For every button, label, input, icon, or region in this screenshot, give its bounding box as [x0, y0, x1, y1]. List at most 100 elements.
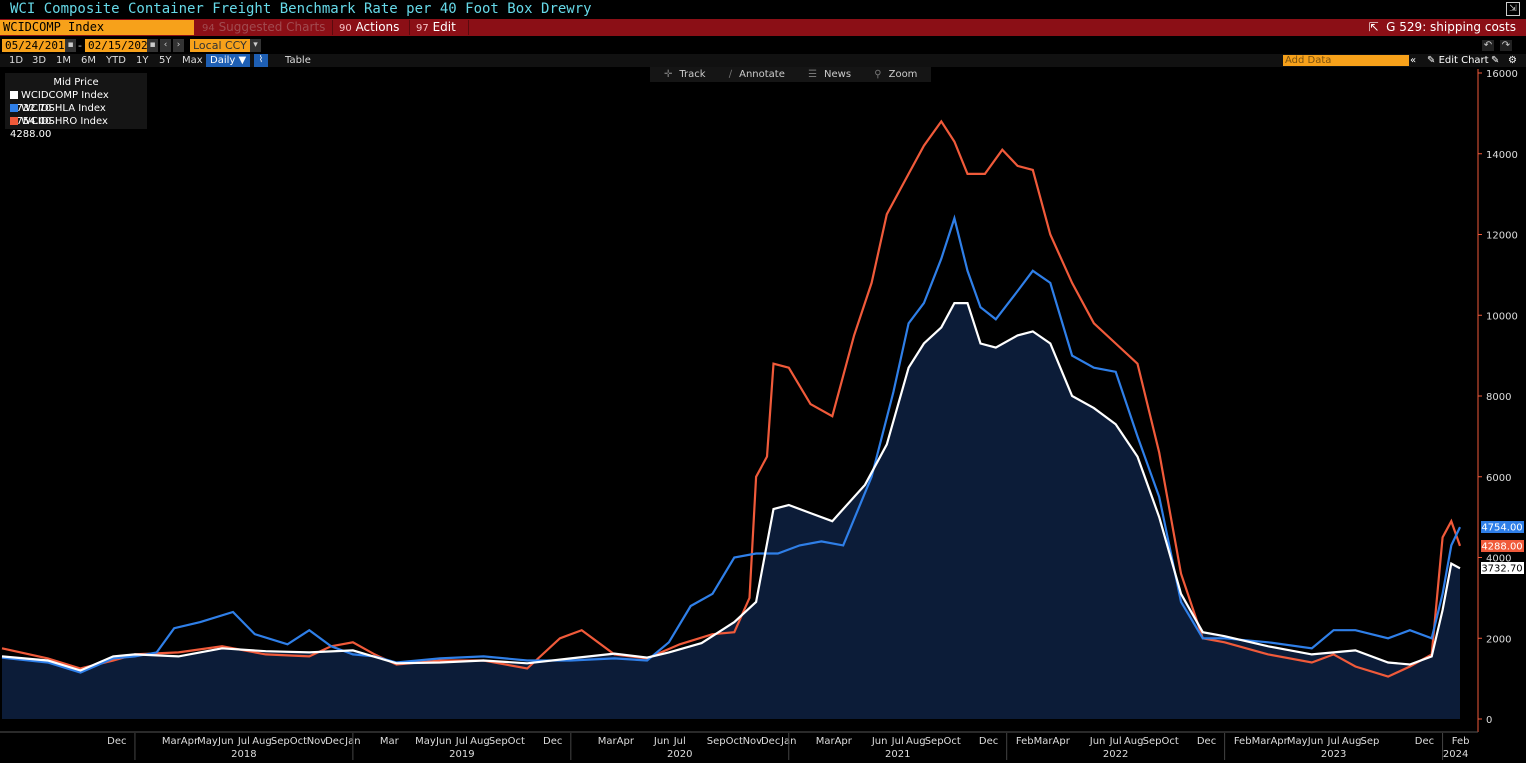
x-month-label: Aug [906, 736, 926, 747]
legend-entry-composite[interactable]: WCIDCOMP Index 3732.70 [10, 90, 109, 114]
x-month-label: Dec [979, 736, 998, 747]
y-tick-label: 6000 [1486, 473, 1511, 484]
related-function-link[interactable]: ⇱ G 529: shipping costs [1368, 20, 1516, 34]
legend-swatch [10, 91, 18, 99]
x-month-label: Mar [380, 736, 400, 747]
x-month-label: Sep [1361, 736, 1380, 747]
calendar-icon[interactable]: ▪ [147, 39, 158, 52]
table-button[interactable]: Table [285, 55, 311, 66]
pencil-icon: ∕ [728, 69, 733, 80]
chevron-left-icon[interactable]: ‹ [160, 39, 171, 52]
last-value-tags: 4754.00 4288.00 3732.70 [1481, 521, 1524, 575]
x-year-label: 2022 [1103, 749, 1128, 760]
x-month-label: Sep [489, 736, 508, 747]
x-month-label: Dec [543, 736, 562, 747]
range-3d[interactable]: 3D [32, 55, 47, 66]
x-month-label: Oct [290, 736, 307, 747]
x-year-label: 2021 [885, 749, 910, 760]
x-month-label: Jun [1307, 736, 1324, 747]
popout-icon[interactable]: ⇲ [1506, 2, 1520, 16]
collapse-icon[interactable]: « [1410, 55, 1417, 66]
ticker-field[interactable]: WCIDCOMP Index [0, 20, 194, 35]
x-month-label: Apr [1053, 736, 1071, 747]
x-month-label: Apr [617, 736, 635, 747]
range-1m[interactable]: 1M [56, 55, 71, 66]
x-month-label: Aug [252, 736, 272, 747]
y-tick-label: 2000 [1486, 634, 1511, 645]
legend-swatch [10, 117, 18, 125]
legend-entry-shanghai-la[interactable]: WCIDSHLA Index 4754.00 [10, 103, 106, 127]
x-month-label: Feb [1234, 736, 1252, 747]
x-month-label: Nov [743, 736, 763, 747]
calendar-icon[interactable]: ▪ [65, 39, 76, 52]
x-month-label: Dec [1197, 736, 1216, 747]
end-date-field[interactable]: 02/15/2024 [85, 39, 158, 52]
x-month-label: Apr [835, 736, 853, 747]
menu-bar: WCIDCOMP Index 94 Suggested Charts ▾ 90 … [0, 19, 1526, 50]
last-value-label-shanghai-la: 4754.00 [1481, 523, 1522, 534]
track-button[interactable]: ✛ Track [664, 69, 706, 80]
x-month-label: Apr [1270, 736, 1288, 747]
y-tick-label: 4000 [1486, 554, 1511, 565]
add-data-input[interactable]: Add Data [1283, 55, 1409, 66]
x-month-label: Sep [707, 736, 726, 747]
start-date-field[interactable]: 05/24/2017 [2, 39, 75, 52]
chevron-down-icon[interactable]: ▾ [250, 39, 261, 52]
annotate-button[interactable]: ∕ Annotate [728, 69, 785, 80]
line-chart-icon[interactable]: ⌇ [254, 54, 268, 67]
x-month-label: Jul [1109, 736, 1122, 747]
x-month-label: Aug [1342, 736, 1362, 747]
x-month-label: Jul [673, 736, 686, 747]
x-month-label: Aug [470, 736, 490, 747]
x-month-label: Oct [944, 736, 961, 747]
series-line-composite [1, 302, 1461, 672]
last-value-label-composite: 3732.70 [1481, 564, 1522, 575]
undo-icon[interactable]: ↶ [1482, 40, 1494, 51]
x-month-label: May [1287, 736, 1308, 747]
news-button[interactable]: ☰ News [808, 69, 852, 80]
range-5y[interactable]: 5Y [159, 55, 172, 66]
x-year-label: 2018 [231, 749, 256, 760]
edit-chart-button[interactable]: ✎ Edit Chart [1427, 55, 1489, 66]
x-month-label: Jul [455, 736, 468, 747]
x-month-label: Nov [307, 736, 327, 747]
chevron-right-icon[interactable]: › [173, 39, 184, 52]
chart-legend: Mid Price WCIDCOMP Index 3732.70 WCIDSHL… [5, 73, 147, 140]
x-month-label: May [415, 736, 436, 747]
x-month-label: Jul [1327, 736, 1340, 747]
zoom-button[interactable]: ⚲ Zoom [874, 69, 918, 80]
x-month-label: Jun [1089, 736, 1106, 747]
crosshair-icon: ✛ [664, 69, 673, 80]
y-tick-label: 0 [1486, 715, 1492, 726]
currency-select[interactable]: Local CCY [190, 39, 252, 52]
range-ytd[interactable]: YTD [106, 55, 126, 66]
x-month-label: Sep [271, 736, 290, 747]
y-tick-label: 16000 [1486, 69, 1518, 80]
gear-icon[interactable]: ⚙ [1508, 55, 1517, 66]
range-6m[interactable]: 6M [81, 55, 96, 66]
frequency-select[interactable]: Daily ▼ [206, 54, 251, 67]
x-month-label: Jul [237, 736, 250, 747]
range-1y[interactable]: 1Y [136, 55, 149, 66]
date-separator: - [78, 39, 82, 52]
legend-entry-shanghai-rotterdam[interactable]: WCIDSHRO Index 4288.00 [10, 116, 108, 140]
range-max[interactable]: Max [182, 55, 203, 66]
x-month-label: Jun [871, 736, 888, 747]
x-month-label: Oct [726, 736, 743, 747]
x-month-label: Apr [181, 736, 199, 747]
x-month-label: Mar [816, 736, 836, 747]
x-year-label: 2020 [667, 749, 692, 760]
pencil-icon[interactable]: ✎ [1491, 55, 1500, 66]
y-tick-label: 14000 [1486, 150, 1518, 161]
x-month-label: May [197, 736, 218, 747]
range-1d[interactable]: 1D [9, 55, 24, 66]
redo-icon[interactable]: ↷ [1500, 40, 1512, 51]
window-titlebar: WCI Composite Container Freight Benchmar… [0, 0, 1526, 20]
last-value-tag-shanghai-rotterdam [1481, 540, 1524, 552]
last-value-label-shanghai-rotterdam: 4288.00 [1481, 542, 1522, 553]
x-month-label: Dec [325, 736, 344, 747]
y-tick-label: 12000 [1486, 231, 1518, 242]
last-value-tag-shanghai-la [1481, 521, 1524, 533]
